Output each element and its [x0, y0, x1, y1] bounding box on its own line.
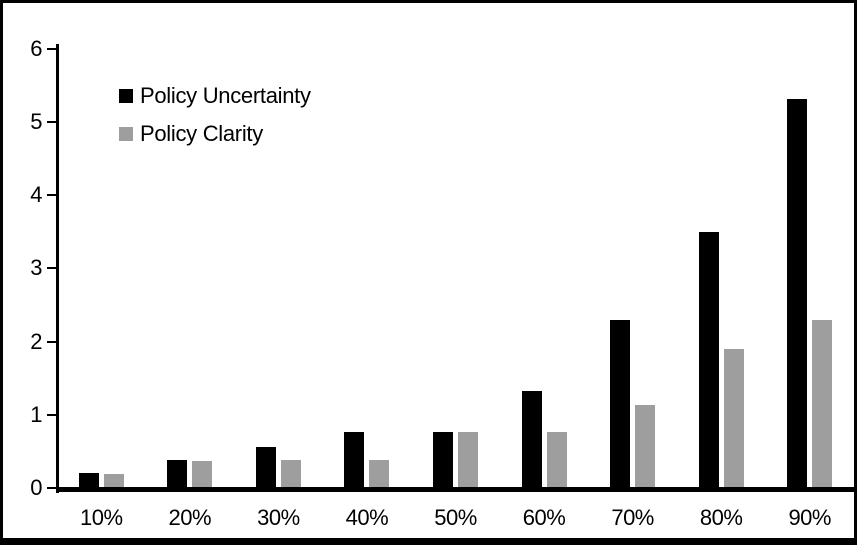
y-tick	[47, 340, 56, 343]
frame-border-left	[0, 0, 3, 545]
bar-policy-uncertainty-60%	[521, 390, 542, 488]
x-category-label: 30%	[257, 505, 300, 530]
bar-policy-clarity-20%	[192, 460, 213, 488]
x-category-label: 50%	[434, 505, 477, 530]
legend-item-policy-uncertainty: Policy Uncertainty	[119, 82, 311, 110]
y-tick	[47, 121, 56, 123]
x-category-label: 90%	[788, 505, 831, 530]
bar-policy-uncertainty-30%	[255, 447, 276, 488]
x-category-label: 10%	[79, 505, 123, 530]
bar-policy-clarity-30%	[280, 460, 301, 488]
y-tick	[47, 267, 56, 270]
y-tick	[47, 413, 56, 416]
legend-label-policy-uncertainty: Policy Uncertainty	[140, 83, 311, 108]
y-tick	[47, 194, 56, 197]
frame-border-bottom	[0, 538, 857, 545]
bar-policy-clarity-10%	[103, 474, 124, 488]
x-axis-line	[56, 487, 854, 492]
legend-item-policy-clarity: Policy Clarity	[119, 120, 263, 148]
y-tick-label: 4	[30, 182, 42, 208]
bar-policy-clarity-60%	[546, 431, 567, 488]
bar-policy-uncertainty-80%	[698, 231, 719, 488]
y-axis-line	[56, 44, 59, 493]
frame-border-right	[854, 0, 857, 545]
bar-policy-clarity-50%	[458, 431, 478, 488]
x-category-label: 20%	[168, 505, 212, 530]
legend-swatch-policy-uncertainty	[119, 89, 133, 103]
y-tick	[47, 47, 56, 50]
legend-swatch-policy-clarity	[119, 127, 133, 141]
bar-policy-clarity-80%	[723, 348, 744, 488]
frame-border-top	[0, 0, 857, 3]
y-tick-label: 6	[30, 35, 42, 61]
bar-policy-uncertainty-70%	[610, 319, 631, 488]
x-category-label: 70%	[611, 505, 654, 530]
x-category-label: 40%	[345, 505, 389, 530]
bar-policy-uncertainty-20%	[167, 460, 188, 488]
y-tick-label: 3	[30, 255, 42, 281]
legend-label-policy-clarity: Policy Clarity	[140, 121, 263, 146]
y-tick-label: 0	[30, 475, 42, 500]
bar-policy-clarity-90%	[812, 319, 833, 488]
bar-policy-uncertainty-50%	[433, 431, 453, 488]
y-tick-label: 2	[30, 328, 42, 354]
bar-policy-clarity-40%	[369, 460, 390, 488]
bar-policy-uncertainty-90%	[787, 98, 808, 488]
x-category-label: 80%	[699, 505, 743, 530]
bar-policy-clarity-70%	[635, 404, 656, 488]
bar-policy-uncertainty-40%	[344, 432, 365, 488]
y-tick-label: 5	[30, 109, 42, 134]
y-tick-label: 1	[30, 401, 42, 427]
x-category-label: 60%	[522, 505, 566, 530]
bar-policy-uncertainty-10%	[78, 473, 99, 488]
y-tick	[47, 487, 56, 489]
